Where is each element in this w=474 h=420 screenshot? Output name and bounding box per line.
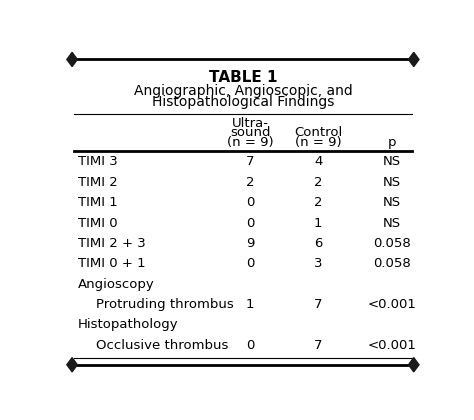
Text: <0.001: <0.001: [367, 339, 416, 352]
Text: 1: 1: [246, 298, 255, 311]
Text: 4: 4: [314, 155, 322, 168]
Text: TABLE 1: TABLE 1: [209, 70, 277, 85]
Text: <0.001: <0.001: [367, 298, 416, 311]
Text: p: p: [387, 136, 396, 149]
Text: TIMI 0 + 1: TIMI 0 + 1: [78, 257, 145, 270]
Text: TIMI 0: TIMI 0: [78, 217, 117, 230]
Text: Histopathology: Histopathology: [78, 318, 178, 331]
Text: TIMI 2: TIMI 2: [78, 176, 118, 189]
Text: 2: 2: [314, 196, 322, 209]
Text: Occlusive thrombus: Occlusive thrombus: [96, 339, 228, 352]
Text: 3: 3: [314, 257, 322, 270]
Text: NS: NS: [383, 217, 401, 230]
Text: NS: NS: [383, 196, 401, 209]
Text: 1: 1: [314, 217, 322, 230]
Text: Ultra-: Ultra-: [232, 117, 269, 130]
Text: (n = 9): (n = 9): [295, 136, 342, 149]
Text: 0: 0: [246, 339, 255, 352]
Text: Protruding thrombus: Protruding thrombus: [96, 298, 234, 311]
Text: 6: 6: [314, 237, 322, 250]
Text: 9: 9: [246, 237, 255, 250]
Polygon shape: [67, 357, 77, 372]
Text: 2: 2: [246, 176, 255, 189]
Text: 0: 0: [246, 196, 255, 209]
Text: (n = 9): (n = 9): [227, 136, 273, 149]
Text: 0.058: 0.058: [373, 257, 410, 270]
Text: TIMI 2 + 3: TIMI 2 + 3: [78, 237, 146, 250]
Text: 2: 2: [314, 176, 322, 189]
Text: 0: 0: [246, 257, 255, 270]
Text: NS: NS: [383, 155, 401, 168]
Polygon shape: [409, 52, 419, 66]
Text: sound: sound: [230, 126, 271, 139]
Text: TIMI 3: TIMI 3: [78, 155, 118, 168]
Polygon shape: [409, 357, 419, 372]
Text: 0.058: 0.058: [373, 237, 410, 250]
Text: 7: 7: [246, 155, 255, 168]
Text: 7: 7: [314, 298, 322, 311]
Text: Histopathological Findings: Histopathological Findings: [152, 95, 334, 109]
Text: Angiographic, Angioscopic, and: Angiographic, Angioscopic, and: [134, 84, 352, 98]
Text: 7: 7: [314, 339, 322, 352]
Text: Angioscopy: Angioscopy: [78, 278, 155, 291]
Text: 0: 0: [246, 217, 255, 230]
Text: TIMI 1: TIMI 1: [78, 196, 118, 209]
Polygon shape: [67, 52, 77, 66]
Text: NS: NS: [383, 176, 401, 189]
Text: Control: Control: [294, 126, 342, 139]
